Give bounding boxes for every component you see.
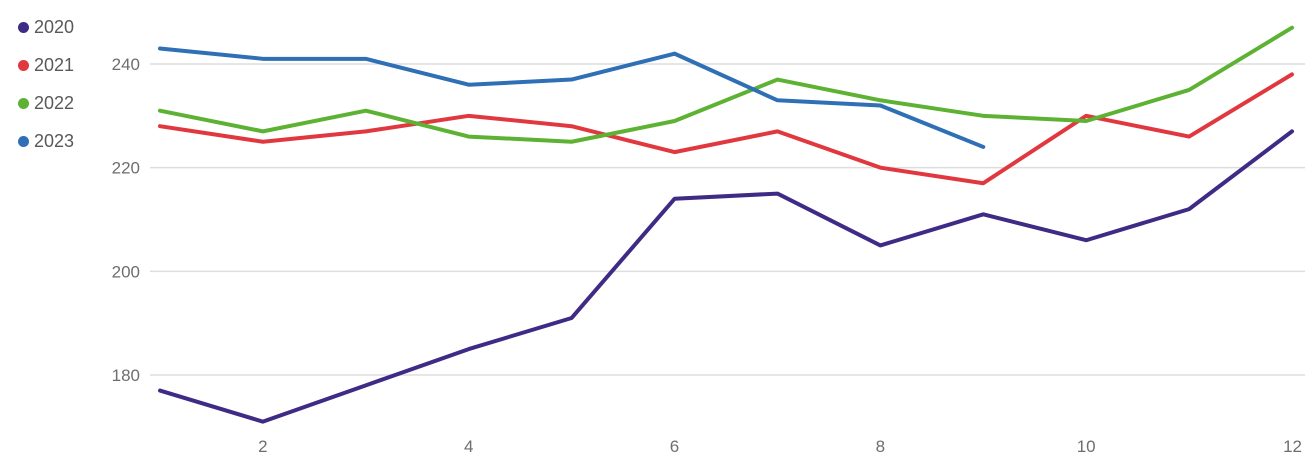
series-line-2021[interactable] [158, 72, 1294, 186]
y-tick-label: 200 [112, 262, 140, 281]
series-line-2022[interactable] [158, 25, 1294, 144]
y-tick-label: 180 [112, 366, 140, 385]
x-tick-label: 6 [670, 437, 679, 456]
x-axis-ticks: 2 4 6 8 10 12 [258, 437, 1302, 456]
gridlines [150, 63, 1305, 376]
legend-marker [18, 21, 29, 33]
series-lines [158, 25, 1294, 424]
legend-item-2021[interactable]: 2021 [18, 46, 74, 84]
legend-item-2023[interactable]: 2023 [18, 122, 74, 160]
legend-label: 2022 [34, 92, 75, 113]
x-tick-label: 12 [1283, 437, 1302, 456]
legend-label: 2021 [34, 54, 75, 75]
legend-item-2020[interactable]: 2020 [18, 8, 74, 46]
legend-label: 2020 [34, 16, 75, 37]
series-line-2023[interactable] [158, 46, 986, 149]
legend: 2020 2021 2022 2023 [18, 8, 74, 160]
series-line-2020[interactable] [158, 129, 1294, 424]
y-tick-label: 240 [112, 55, 140, 74]
legend-marker [18, 135, 29, 147]
legend-label: 2023 [34, 130, 75, 151]
y-axis-ticks: 180 200 220 240 [112, 55, 140, 385]
legend-item-2022[interactable]: 2022 [18, 84, 74, 122]
x-tick-label: 10 [1077, 437, 1096, 456]
legend-marker [18, 97, 29, 109]
legend-marker [18, 59, 29, 71]
x-tick-label: 2 [258, 437, 267, 456]
y-tick-label: 220 [112, 159, 140, 178]
x-tick-label: 8 [876, 437, 885, 456]
x-tick-label: 4 [464, 437, 473, 456]
